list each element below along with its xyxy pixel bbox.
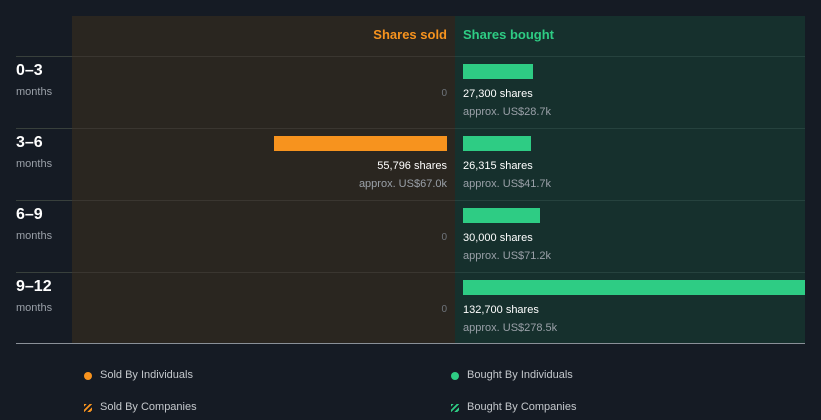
legend-sold-companies-marker [84, 404, 92, 412]
shares-bought-header: Shares bought [463, 27, 555, 42]
bought-value-label: approx. US$71.2k [463, 250, 552, 262]
bought-bar [463, 136, 531, 151]
bought-bar [463, 64, 533, 79]
sold-value-label: approx. US$67.0k [358, 178, 447, 190]
shares-sold-header: Shares sold [373, 27, 447, 42]
period-unit: months [16, 158, 53, 170]
legend-bought-companies: Bought By Companies [467, 401, 577, 413]
legend-sold-individuals-marker [84, 372, 92, 380]
bought-bar [463, 208, 540, 223]
bought-bar [463, 280, 805, 295]
period-label: 6–9 [16, 206, 43, 223]
legend-sold-individuals: Sold By Individuals [100, 369, 193, 381]
legend-bought-companies-marker [451, 404, 459, 412]
sold-zero-label: 0 [441, 304, 447, 315]
legend-bought-individuals: Bought By Individuals [467, 369, 573, 381]
chart-baseline [16, 343, 805, 344]
legend-bought-individuals-marker [451, 372, 459, 380]
period-label: 9–12 [16, 278, 52, 295]
bought-shares-label: 27,300 shares [463, 88, 533, 100]
shares-sold-panel [72, 16, 455, 343]
period-label: 3–6 [16, 134, 43, 151]
bought-value-label: approx. US$41.7k [463, 178, 552, 190]
sold-zero-label: 0 [441, 88, 447, 99]
row-separator-bought [455, 200, 805, 201]
row-separator-sold [72, 128, 455, 129]
sold-bar [274, 136, 447, 151]
legend-sold-companies: Sold By Companies [100, 401, 197, 413]
period-unit: months [16, 86, 53, 98]
sold-zero-label: 0 [441, 232, 447, 243]
bought-value-label: approx. US$28.7k [463, 106, 552, 118]
row-separator-sold [72, 200, 455, 201]
period-unit: months [16, 230, 53, 242]
bought-value-label: approx. US$278.5k [463, 322, 558, 334]
row-separator-sold [72, 272, 455, 273]
sold-shares-label: 55,796 shares [377, 160, 447, 172]
bought-shares-label: 132,700 shares [463, 304, 539, 316]
period-unit: months [16, 302, 53, 314]
row-separator-bought [455, 128, 805, 129]
bought-shares-label: 26,315 shares [463, 160, 533, 172]
row-separator-bought [455, 56, 805, 57]
row-separator-bought [455, 272, 805, 273]
period-label: 0–3 [16, 62, 43, 79]
row-separator-sold [72, 56, 455, 57]
bought-shares-label: 30,000 shares [463, 232, 533, 244]
